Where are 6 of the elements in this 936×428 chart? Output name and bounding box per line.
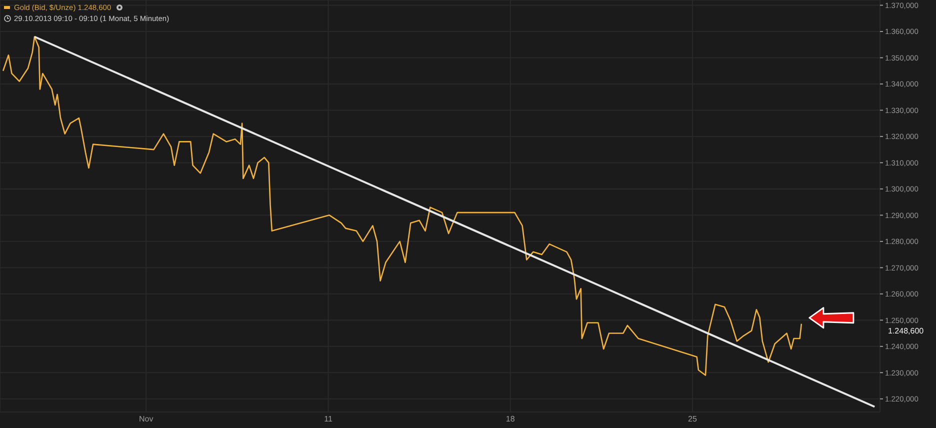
x-tick-label: 25 xyxy=(688,414,698,424)
text: 1.248,600 xyxy=(888,326,924,336)
x-tick-label: Nov xyxy=(139,414,154,424)
x-tick-label: 18 xyxy=(506,414,516,424)
x-tick-label: 11 xyxy=(324,414,333,424)
line-series xyxy=(2,36,802,376)
